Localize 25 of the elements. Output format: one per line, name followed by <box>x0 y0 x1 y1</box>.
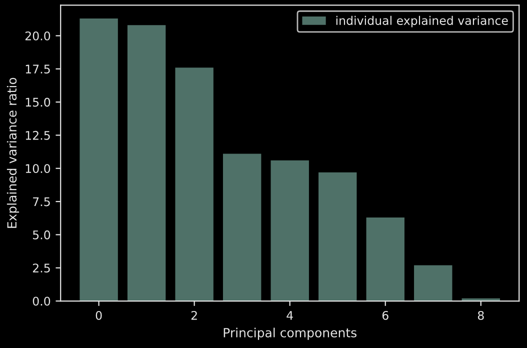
x-tick-label: 0 <box>96 310 102 320</box>
y-axis-title: Explained variance ratio <box>6 78 20 228</box>
x-tick-label: 2 <box>191 310 197 320</box>
bar <box>222 154 262 302</box>
y-tick-label: 12.5 <box>26 130 50 140</box>
bar <box>318 172 357 302</box>
bar <box>127 25 166 302</box>
y-tick-label: 2.5 <box>32 264 50 273</box>
bar <box>366 217 404 302</box>
x-tick-label: 6 <box>382 310 388 320</box>
x-axis-title: Principal components <box>224 328 356 340</box>
y-tick-label: 0.0 <box>32 296 50 306</box>
legend-label: individual explained variance <box>336 16 508 28</box>
y-tick-label: 10.0 <box>26 164 50 174</box>
bar <box>270 160 309 302</box>
y-tick-label: 20.0 <box>25 31 50 40</box>
bar <box>80 18 118 302</box>
bar <box>175 68 214 302</box>
bar <box>414 265 452 302</box>
y-tick-label: 17.5 <box>26 64 50 74</box>
y-tick-label: 7.5 <box>33 197 50 206</box>
y-tick-label: 5.0 <box>33 230 50 240</box>
x-tick-label: 4 <box>286 311 293 320</box>
y-tick-label: 15.0 <box>26 98 50 107</box>
x-tick-label: 8 <box>478 310 484 320</box>
